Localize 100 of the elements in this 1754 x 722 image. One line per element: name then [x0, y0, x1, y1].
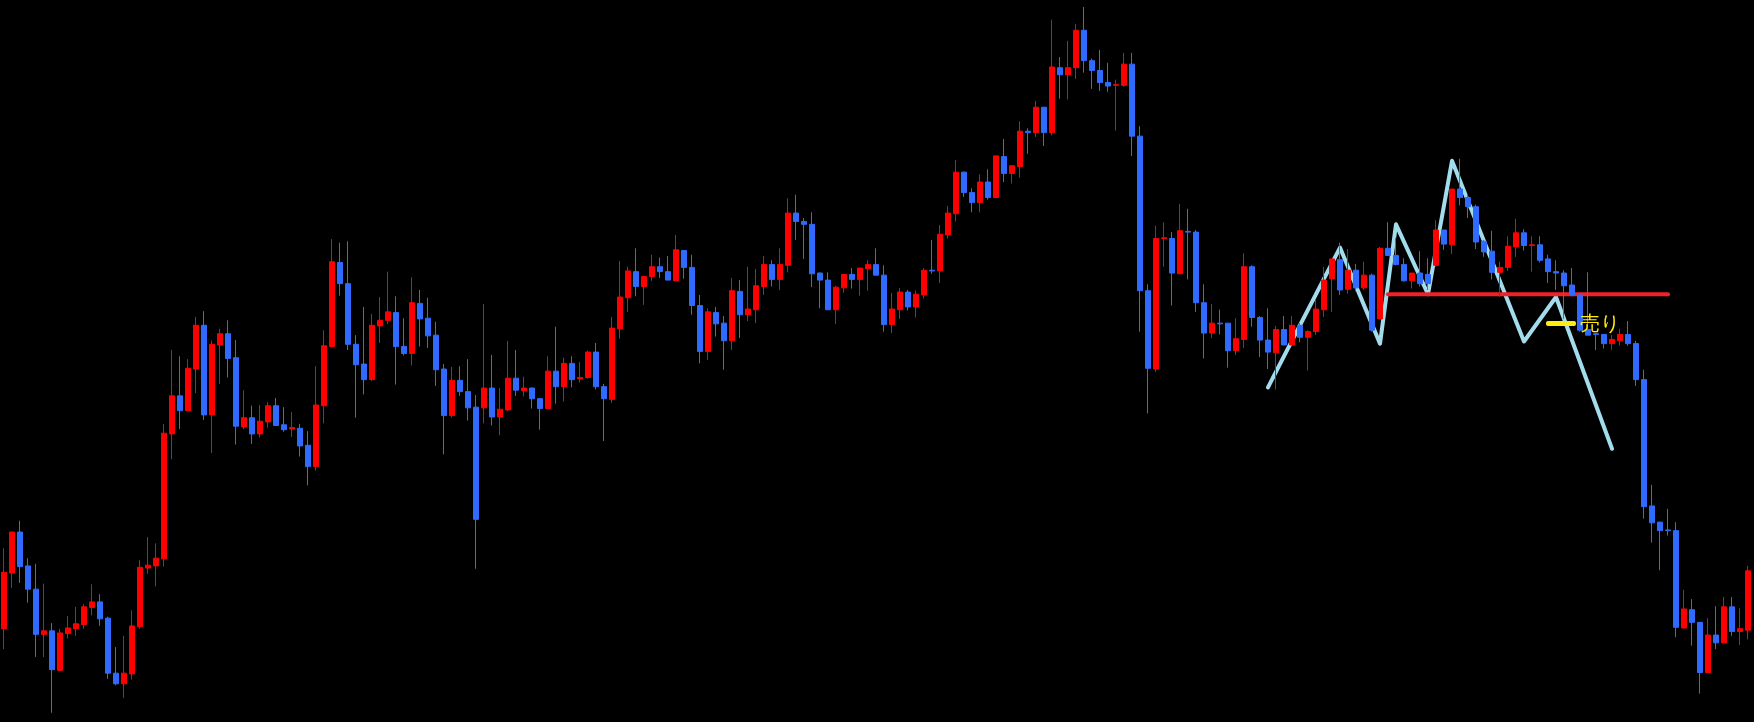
- candlestick: [89, 583, 95, 616]
- candlestick: [241, 389, 247, 430]
- candlestick: [625, 266, 631, 313]
- candlestick: [769, 259, 775, 287]
- candlestick: [1641, 369, 1647, 520]
- candlestick: [1209, 303, 1215, 339]
- candlestick: [1729, 596, 1735, 637]
- candlestick: [529, 386, 535, 410]
- candlestick: [1241, 252, 1247, 349]
- candlestick: [985, 168, 991, 201]
- candlestick: [905, 289, 911, 311]
- candlestick: [233, 339, 239, 446]
- candlestick: [1177, 203, 1183, 275]
- candlestick: [1457, 158, 1463, 206]
- candlestick: [1289, 315, 1295, 346]
- candlestick: [1321, 266, 1327, 318]
- candlestick: [689, 254, 695, 316]
- candlestick: [1273, 325, 1279, 390]
- candlestick: [1617, 328, 1623, 347]
- candlestick: [641, 276, 647, 306]
- candlestick: [481, 303, 487, 424]
- candlestick: [793, 194, 799, 241]
- candlestick: [945, 205, 951, 239]
- candlestick: [1281, 315, 1287, 346]
- candlestick: [1401, 257, 1407, 283]
- candlestick: [897, 287, 903, 320]
- candlestick: [1329, 258, 1335, 313]
- candlestick: [961, 170, 967, 198]
- candlestick: [1257, 315, 1263, 358]
- candlestick: [81, 603, 87, 630]
- candlestick: [1161, 221, 1167, 268]
- candlestick: [969, 187, 975, 213]
- candlestick: [33, 563, 39, 658]
- candlestick: [761, 255, 767, 296]
- candlestick: [1, 547, 7, 650]
- candlestick: [1153, 225, 1159, 373]
- candlestick: [889, 292, 895, 334]
- candlestick: [201, 310, 207, 421]
- candlestick: [673, 234, 679, 282]
- candlestick: [1593, 332, 1599, 351]
- candlestick: [177, 355, 183, 430]
- candlestick: [609, 316, 615, 404]
- candlestick: [49, 622, 55, 714]
- candlestick: [1265, 307, 1271, 370]
- candlestick: [97, 593, 103, 627]
- candlestick: [1041, 106, 1047, 147]
- candlestick: [153, 542, 159, 587]
- candlestick: [1017, 120, 1023, 179]
- candlestick: [185, 358, 191, 412]
- candlestick: [1201, 283, 1207, 359]
- candlestick: [1601, 333, 1607, 350]
- candlestick: [1081, 6, 1087, 74]
- candlestick: [1705, 617, 1711, 673]
- candlestick: [1441, 229, 1447, 251]
- candlestick: [1689, 598, 1695, 647]
- candlestick: [377, 296, 383, 344]
- candlestick: [1193, 229, 1199, 313]
- candlestick: [473, 394, 479, 570]
- candlestick: [561, 357, 567, 402]
- candlestick: [1545, 254, 1551, 284]
- candlestick: [913, 290, 919, 319]
- candlestick: [1049, 19, 1055, 136]
- candlestick: [105, 616, 111, 680]
- candlestick: [385, 271, 391, 325]
- candlestick: [297, 423, 303, 458]
- candlestick: [329, 238, 335, 347]
- candlestick: [1425, 257, 1431, 291]
- candlestick: [953, 159, 959, 223]
- candlestick: [1225, 322, 1231, 369]
- candlestick: [1353, 263, 1359, 292]
- candlestick: [353, 334, 359, 419]
- candlestick: [649, 254, 655, 282]
- candlestick: [1369, 273, 1375, 333]
- candlestick: [25, 557, 31, 604]
- candlestick: [1345, 248, 1351, 295]
- candlestick: [457, 365, 463, 397]
- candlestick: [1737, 607, 1743, 646]
- candlestick: [1121, 52, 1127, 88]
- candlestick: [601, 383, 607, 442]
- candlestick: [977, 173, 983, 213]
- candlestick: [161, 423, 167, 568]
- candlestick: [1145, 283, 1151, 414]
- candlestick: [65, 615, 71, 640]
- candlestick: [585, 350, 591, 380]
- candlestick: [137, 559, 143, 630]
- candlestick: [313, 365, 319, 472]
- candlestick: [169, 349, 175, 460]
- candlestick: [217, 328, 223, 385]
- candlestick: [1361, 261, 1367, 291]
- candlestick: [993, 155, 999, 199]
- candlestick: [833, 285, 839, 325]
- candlestick: [921, 267, 927, 299]
- candlestick: [1649, 484, 1655, 544]
- candlestick: [777, 247, 783, 291]
- candlestick: [497, 387, 503, 436]
- candlestick: [57, 628, 63, 672]
- candlestick: [465, 358, 471, 422]
- candlestick: [433, 321, 439, 387]
- candlestick: [121, 635, 127, 699]
- candlestick: [1465, 193, 1471, 219]
